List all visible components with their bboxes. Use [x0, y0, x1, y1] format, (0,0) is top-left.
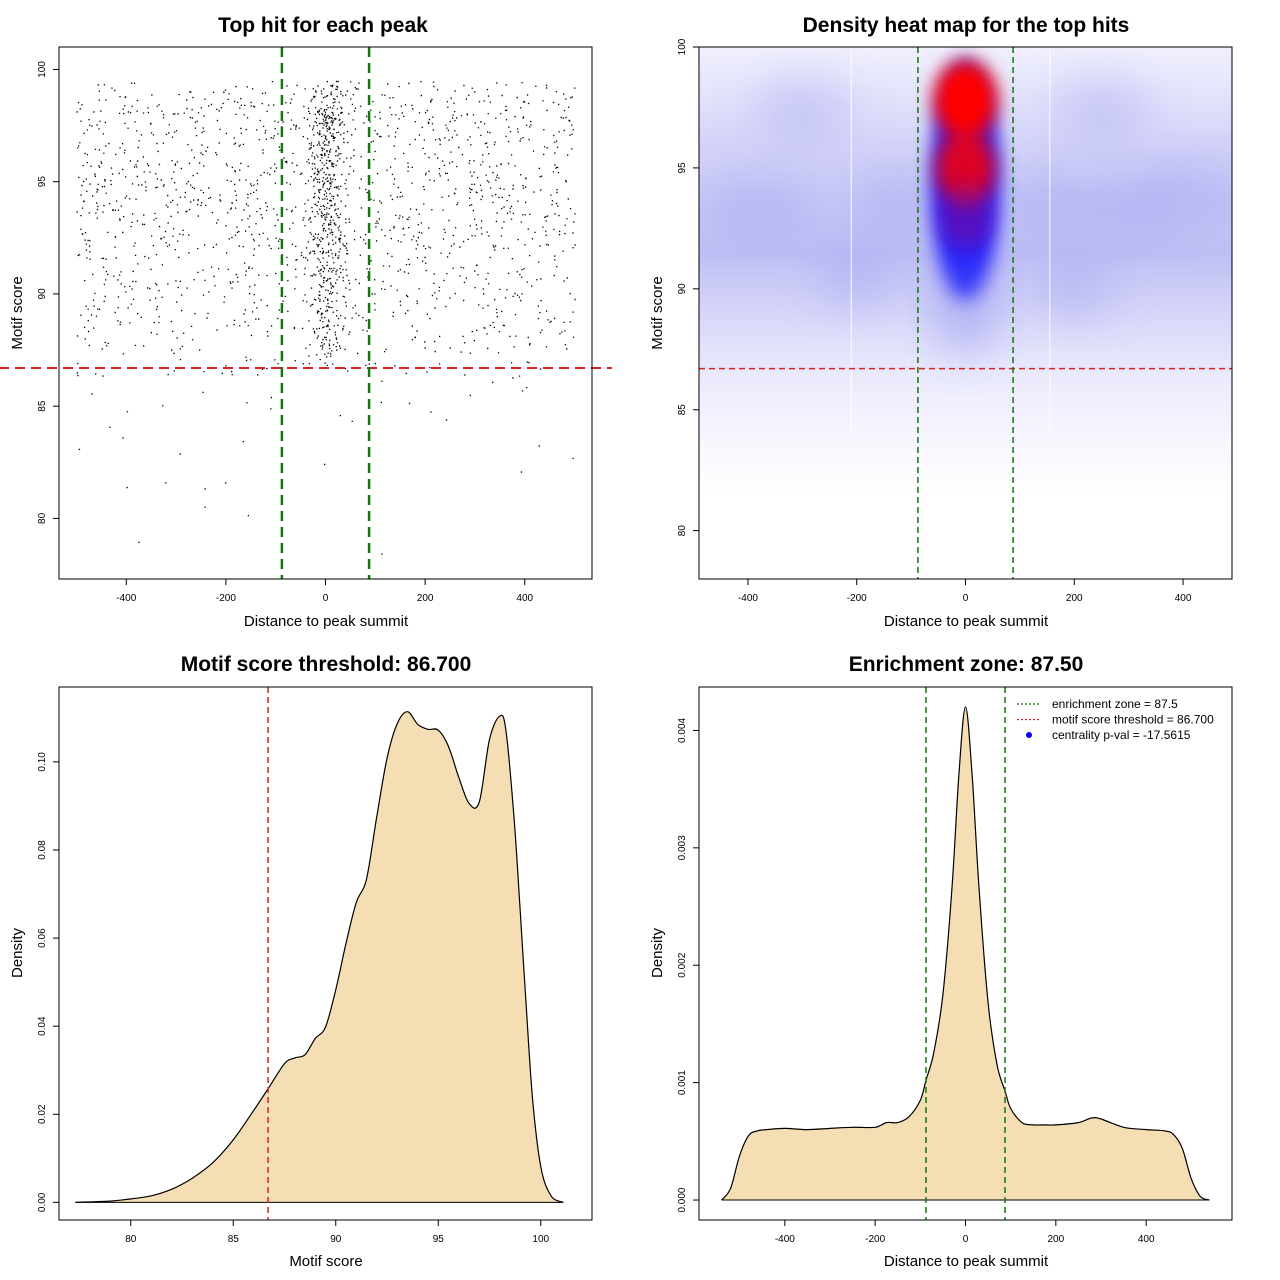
- score-density-title: Motif score threshold: 86.700: [181, 653, 472, 676]
- x-tick-label: 85: [228, 1234, 240, 1245]
- heatmap-blob: [992, 171, 1103, 232]
- heatmap-blob: [1133, 162, 1232, 223]
- score-density-y-axis-label: Density: [9, 927, 26, 978]
- x-tick-label: -400: [116, 593, 136, 604]
- scatter-reference-lines: [0, 47, 612, 579]
- distance-density-curve: [721, 687, 1210, 1220]
- legend-label: enrichment zone = 87.5: [1052, 697, 1178, 711]
- heatmap-blob: [816, 246, 897, 307]
- y-tick-label: 0.003: [677, 835, 688, 860]
- y-tick-label: 0.001: [677, 1070, 688, 1095]
- legend-point-icon: [1026, 732, 1032, 738]
- x-tick-label: 400: [1138, 1234, 1155, 1245]
- y-tick-label: 80: [37, 512, 48, 524]
- x-tick-label: 200: [1047, 1234, 1064, 1245]
- score-density-plot-frame: [58, 686, 593, 1221]
- y-tick-label: 0.04: [37, 1016, 48, 1036]
- distance-density-y-axis-label: Density: [649, 927, 666, 978]
- heatmap-density: [699, 47, 1232, 579]
- scatter-points: [76, 80, 576, 555]
- heatmap-reference-lines: [699, 47, 1232, 579]
- x-tick-label: 0: [963, 593, 969, 604]
- scatter-point-cloud: [76, 80, 576, 555]
- x-tick-label: 400: [516, 593, 533, 604]
- legend-label: motif score threshold = 86.700: [1052, 713, 1214, 727]
- y-tick-label: 0.000: [677, 1187, 688, 1212]
- x-tick-label: 0: [963, 1234, 969, 1245]
- score-density-panel: Motif score threshold: 86.700 80 85 90 95 10…: [9, 653, 593, 1270]
- x-tick-label: 200: [417, 593, 434, 604]
- y-tick-label: 0.06: [37, 928, 48, 948]
- y-tick-label: 95: [37, 176, 48, 188]
- y-tick-label: 0.10: [37, 752, 48, 772]
- heatmap-y-axis-label: Motif score: [649, 276, 666, 349]
- heatmap-x-axis-label: Distance to peak summit: [884, 613, 1049, 630]
- heatmap-blob: [752, 77, 853, 138]
- y-tick-label: 90: [37, 288, 48, 300]
- density-line: [721, 706, 1210, 1201]
- heatmap-blob: [845, 171, 956, 232]
- heatmap-title: Density heat map for the top hits: [803, 14, 1130, 37]
- x-tick-label: -200: [865, 1234, 885, 1245]
- y-tick-label: 0.004: [677, 717, 688, 742]
- x-tick-label: 80: [125, 1234, 137, 1245]
- distance-density-panel: Enrichment zone: 87.50 -400 -200 0 200 400 0.…: [649, 653, 1233, 1270]
- x-tick-label: 400: [1175, 593, 1192, 604]
- score-density-axes: 80 85 90 95 100 0.00 0.02 0.04 0.06 0.08 0.10: [37, 752, 550, 1245]
- score-density-x-axis-label: Motif score: [289, 1253, 362, 1270]
- x-tick-label: -400: [738, 593, 758, 604]
- legend-label: centrality p-val = -17.5615: [1052, 728, 1191, 742]
- scatter-panel: Top hit for each peak -400 -200 0 200 400 80 8…: [0, 14, 612, 630]
- y-tick-label: 0.08: [37, 840, 48, 860]
- y-tick-label: 90: [677, 283, 688, 295]
- y-tick-label: 100: [37, 61, 48, 78]
- y-tick-label: 80: [677, 525, 688, 537]
- heatmap-blob: [699, 176, 819, 237]
- heatmap-axes: -400 -200 0 200 400 80 85 90 95 100: [677, 38, 1192, 604]
- y-tick-label: 0.00: [37, 1192, 48, 1212]
- y-tick-label: 85: [677, 404, 688, 416]
- x-tick-label: 0: [323, 593, 329, 604]
- x-tick-label: 200: [1066, 593, 1083, 604]
- scatter-y-axis-label: Motif score: [9, 276, 26, 349]
- distance-density-x-axis-label: Distance to peak summit: [884, 1253, 1049, 1270]
- score-density-curve: [75, 687, 564, 1220]
- heatmap-blob: [1034, 258, 1115, 319]
- heatmap-panel: Density heat map for the top hits -400 -2…: [649, 14, 1233, 630]
- distance-density-legend: enrichment zone = 87.5 motif score thresh…: [1017, 697, 1214, 742]
- y-tick-label: 100: [677, 38, 688, 55]
- x-tick-label: 90: [330, 1234, 342, 1245]
- density-fill: [75, 711, 564, 1203]
- distance-density-title: Enrichment zone: 87.50: [849, 653, 1084, 676]
- x-tick-label: -200: [216, 593, 236, 604]
- y-tick-label: 0.002: [677, 952, 688, 977]
- heatmap-column-tail: [935, 245, 996, 356]
- scatter-x-axis-label: Distance to peak summit: [244, 613, 409, 630]
- heatmap-hotspot: [933, 60, 998, 141]
- x-tick-label: -400: [775, 1234, 795, 1245]
- x-tick-label: -200: [847, 593, 867, 604]
- heatmap-hotspot: [938, 183, 993, 250]
- density-fill: [721, 707, 1210, 1201]
- y-tick-label: 0.02: [37, 1104, 48, 1124]
- heatmap-blob: [1051, 77, 1152, 138]
- x-tick-label: 100: [532, 1234, 549, 1245]
- distance-density-axes: -400 -200 0 200 400 0.000 0.001 0.002 0.003 0.004: [677, 717, 1155, 1245]
- scatter-title: Top hit for each peak: [218, 14, 428, 37]
- density-line: [75, 711, 564, 1203]
- y-tick-label: 95: [677, 162, 688, 174]
- heatmap-hotspot: [935, 130, 996, 206]
- x-tick-label: 95: [433, 1234, 445, 1245]
- scatter-plot-frame: [58, 46, 593, 580]
- y-tick-label: 85: [37, 400, 48, 412]
- scatter-axes: -400 -200 0 200 400 80 85 90 95 100: [37, 61, 534, 604]
